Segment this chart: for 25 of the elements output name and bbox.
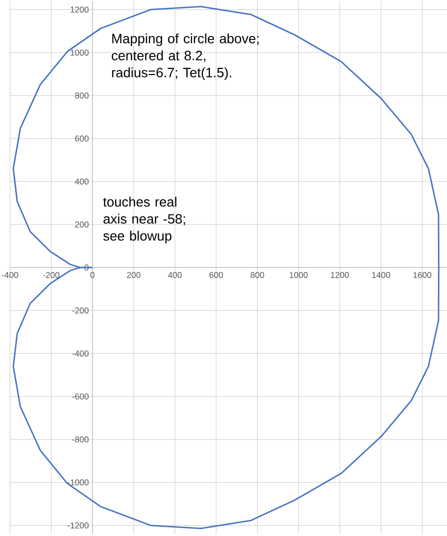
x-tick-label: 1000 xyxy=(290,272,308,278)
x-tick-label: 200 xyxy=(127,272,140,278)
annotation: touches real axis near -58; see blowup xyxy=(103,196,186,244)
x-tick-label: 1200 xyxy=(330,272,349,278)
x-tick-label: 1400 xyxy=(372,272,390,278)
y-tick-label: -1000 xyxy=(68,479,89,486)
y-tick-label: -600 xyxy=(72,393,89,400)
x-tick-label: 600 xyxy=(209,272,223,278)
y-tick-label: 800 xyxy=(75,92,89,99)
x-tick-label: 0 xyxy=(90,272,94,278)
y-tick-label: 1200 xyxy=(70,6,89,13)
y-tick-label: 1000 xyxy=(70,50,89,56)
y-tick-label: -800 xyxy=(72,436,89,442)
y-tick-label: 200 xyxy=(75,222,89,228)
y-tick-label: -1200 xyxy=(68,522,89,528)
x-tick-label: 1600 xyxy=(413,272,432,278)
x-tick-label: 800 xyxy=(250,272,264,278)
x-tick-label: 400 xyxy=(168,272,182,278)
y-tick-label: 600 xyxy=(75,136,89,142)
x-tick-label: -400 xyxy=(2,272,18,278)
x-tick-label: -200 xyxy=(43,272,60,278)
y-tick-label: -200 xyxy=(72,307,89,314)
annotation: Mapping of circle above; centered at 8.2, radius=6.7; Tet(1.5). xyxy=(112,33,259,80)
y-tick-label: -400 xyxy=(72,350,89,356)
y-tick-label: 400 xyxy=(74,178,89,185)
